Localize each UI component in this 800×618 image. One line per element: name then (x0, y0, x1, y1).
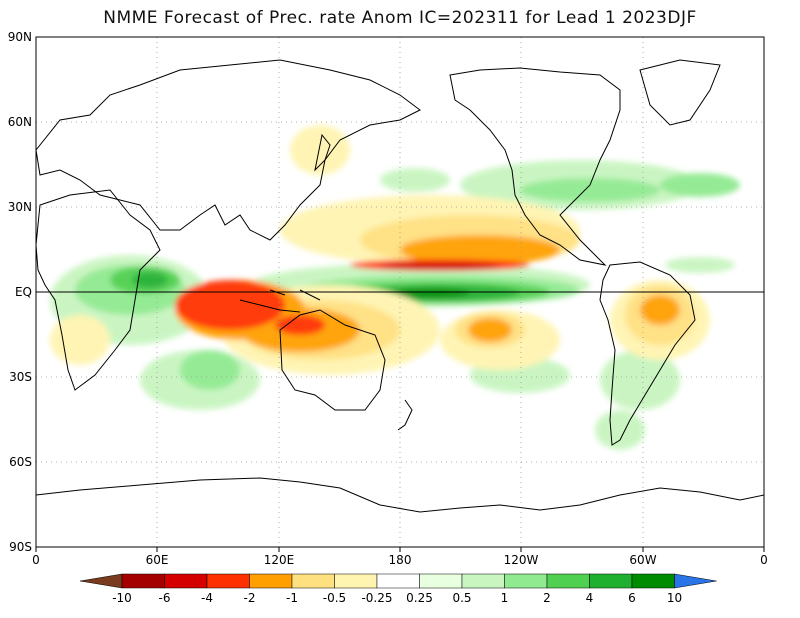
tick-marks (35, 547, 765, 552)
colorbar-segment (291, 573, 335, 589)
colorbar-segment (249, 573, 293, 589)
lat-label: 30N (7, 200, 32, 214)
colorbar-segment (461, 573, 505, 589)
colorbar-segment (206, 573, 250, 589)
colorbar-label: -0.25 (361, 591, 393, 605)
lat-label: 90S (9, 540, 32, 554)
lon-label: 60E (145, 553, 169, 567)
colorbar-label: 0.25 (406, 591, 433, 605)
colorbar-arrow-high (674, 573, 717, 589)
lon-label: 120W (503, 553, 539, 567)
colorbar-label: -6 (158, 591, 171, 605)
colorbar-segment (589, 573, 633, 589)
lon-label: 120E (263, 553, 295, 567)
lon-label: 0 (32, 553, 40, 567)
lon-label: 180 (388, 553, 412, 567)
colorbar-label: -4 (201, 591, 213, 605)
colorbar-segment (546, 573, 590, 589)
colorbar-label: -0.5 (322, 591, 347, 605)
lat-label: 60N (7, 115, 32, 129)
lat-label: 90N (7, 30, 32, 44)
lon-label: 0 (760, 553, 768, 567)
colorbar-segment (419, 573, 463, 589)
map-title: NMME Forecast of Prec. rate Anom IC=2023… (103, 8, 697, 28)
colorbar-label: 6 (628, 591, 636, 605)
lat-label: EQ (14, 285, 32, 299)
colorbar-label: -2 (243, 591, 256, 605)
colorbar-segment (164, 573, 208, 589)
lat-label: 60S (9, 455, 32, 469)
colorbar-label: 2 (543, 591, 551, 605)
colorbar-label: 1 (500, 591, 509, 605)
colorbar-segment (631, 573, 675, 589)
colorbar-label: 0.5 (452, 591, 472, 605)
colorbar-label: -10 (112, 591, 132, 605)
colorbar-label: 10 (666, 591, 683, 605)
anomaly-field (50, 125, 740, 450)
colorbar-label: 4 (585, 591, 594, 605)
colorbar (79, 573, 717, 589)
colorbar-segment (121, 573, 165, 589)
lon-label: 60W (629, 553, 657, 567)
lat-label: 30S (9, 370, 32, 384)
colorbar-segment (334, 573, 378, 589)
colorbar-segment (376, 573, 420, 589)
colorbar-arrow-low (79, 573, 123, 589)
colorbar-label: -1 (286, 591, 298, 605)
colorbar-segment (504, 573, 548, 589)
